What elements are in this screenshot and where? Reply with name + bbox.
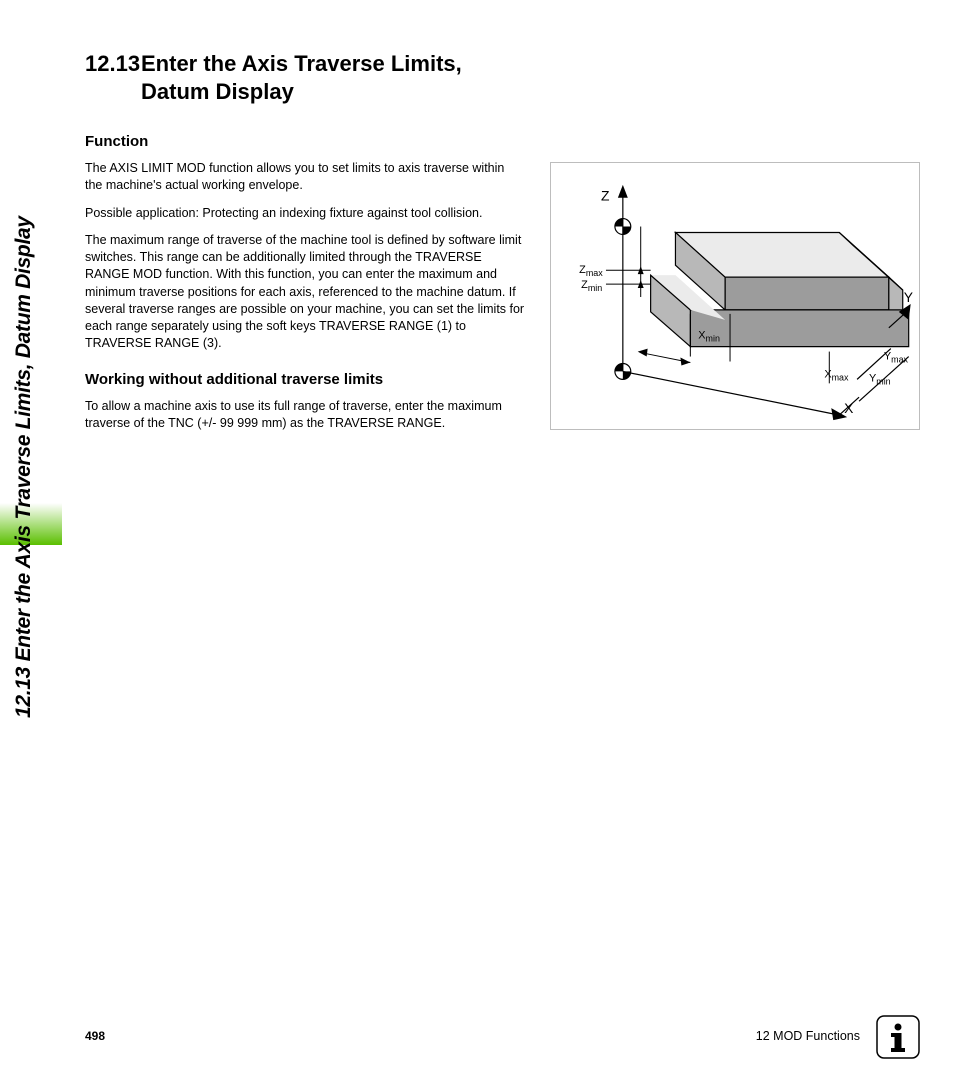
z-axis-label: Z [601,188,610,204]
ymin-label: Ymin [869,372,891,386]
ymax-label: Ymax [884,351,909,365]
xmax-label: Xmax [824,368,849,382]
function-p2: Possible application: Protecting an inde… [85,205,525,222]
function-p1: The AXIS LIMIT MOD function allows you t… [85,160,525,195]
zmin-label: Zmin [581,279,602,293]
page-number: 498 [85,1029,105,1043]
info-icon [876,1015,920,1059]
heading-number: 12.13 [85,50,141,78]
x-axis-label: X [844,400,853,416]
sidebar-tab: 12.13 Enter the Axis Traverse Limits, Da… [0,38,62,718]
heading-line2: Datum Display [85,78,915,106]
page-footer: 498 12 MOD Functions [85,1019,920,1059]
working-p1: To allow a machine axis to use its full … [85,398,525,433]
y-axis-label: Y [904,289,913,305]
axis-diagram: Z X Y [550,162,920,430]
sidebar-title: 12.13 Enter the Axis Traverse Limits, Da… [12,216,36,718]
chapter-title: 12 MOD Functions [756,1029,860,1043]
main-heading: 12.13Enter the Axis Traverse Limits, Dat… [85,50,915,105]
function-p3: The maximum range of traverse of the mac… [85,232,525,353]
section-function-title: Function [85,133,915,150]
zmax-label: Zmax [579,264,603,278]
heading-line1: Enter the Axis Traverse Limits, [141,51,462,76]
page-content: 12.13Enter the Axis Traverse Limits, Dat… [85,50,915,442]
